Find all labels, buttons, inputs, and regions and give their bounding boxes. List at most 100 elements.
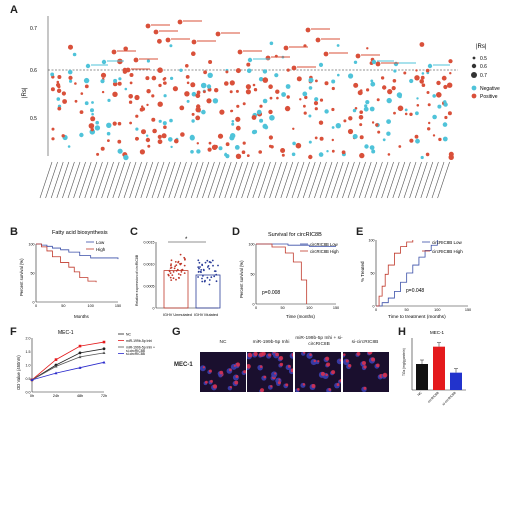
panel-a-pathway-label — [45, 161, 58, 199]
panel-a-dot — [200, 82, 207, 89]
panel-a-dot — [442, 122, 448, 127]
panel-a-dot — [186, 81, 190, 85]
panel-g-lipid — [278, 378, 281, 381]
panel-a-dot — [91, 112, 94, 116]
panel-g-lipid — [268, 353, 272, 357]
panel-c-point — [197, 259, 200, 262]
panel-c-point — [180, 262, 183, 265]
panel-a-dot — [264, 125, 269, 130]
panel-a-pathway-label — [420, 161, 434, 199]
panel-f-ytick: 1.5 — [26, 350, 31, 354]
panel-a-dot — [163, 94, 167, 98]
panel-a-dot — [269, 115, 275, 121]
panel-a-pathway-label — [286, 161, 299, 199]
panel-g-micrograph-0 — [199, 352, 247, 392]
panel-a-dot-high — [247, 57, 253, 63]
panel-a-dot — [269, 96, 273, 100]
panel-a-pathway-label — [101, 161, 114, 199]
panel-c-point — [200, 271, 202, 274]
panel-b-ytick: 50 — [31, 271, 35, 275]
panel-c-point — [169, 276, 172, 279]
panel-g-lipid — [259, 365, 263, 368]
panel-a-dot — [157, 67, 163, 73]
panel-a-dot — [382, 138, 386, 142]
panel-f-point — [102, 340, 106, 344]
panel-a-pathway-label — [151, 161, 165, 199]
panel-g-lipid — [246, 364, 251, 369]
panel-c-ytick: 0 — [153, 306, 155, 310]
panel-g-nucleus — [226, 368, 233, 374]
panel-a-dot — [357, 90, 363, 96]
panel-a-dot — [235, 116, 241, 122]
panel-g-lipid — [274, 372, 277, 375]
panel-a-dot — [371, 121, 375, 124]
panel-a-dot — [195, 115, 201, 121]
panel-a-dot — [206, 98, 212, 104]
panel-a-pathway-label — [50, 161, 64, 199]
panel-c-point — [215, 273, 218, 276]
panel-a-dot — [448, 59, 453, 64]
panel-a-dot — [158, 83, 162, 88]
panel-f-point — [78, 355, 82, 359]
panel-a-dot — [268, 84, 273, 89]
panel-a-dot — [231, 122, 235, 126]
panel-a-dot — [236, 104, 240, 108]
panel-c-point — [206, 276, 209, 279]
panel-g-lipid — [367, 349, 373, 355]
panel-a-dot — [331, 107, 335, 112]
panel-f-series-0 — [31, 348, 105, 381]
panel-a-dot — [353, 60, 358, 64]
panel-f-point — [30, 378, 34, 382]
panel-a-dot — [88, 123, 95, 129]
panel-a-dot — [117, 81, 122, 86]
panel-a-dot — [296, 76, 302, 82]
panel-c-bar-0 — [163, 270, 189, 309]
panel-a-dot — [427, 127, 431, 131]
panel-f-series-1 — [31, 341, 105, 381]
panel-a-dot — [276, 96, 279, 100]
panel-g-lipid — [263, 375, 267, 379]
panel-a-dot — [432, 94, 437, 98]
panel-d-title: Survival for circRIC8B — [268, 232, 322, 238]
panel-a-dot — [94, 125, 101, 131]
panel-a-dot — [191, 51, 196, 56]
panel-a-pathway-label — [112, 161, 126, 199]
panel-a-dot — [449, 72, 452, 75]
panel-a-dot — [107, 139, 110, 143]
panel-g-lipid — [208, 369, 212, 373]
panel-a-dot — [369, 145, 375, 151]
panel-a-dot — [141, 129, 146, 135]
panel-g-lipid — [204, 380, 208, 384]
panel-a-dot — [151, 117, 156, 122]
panel-a-dot — [436, 80, 441, 86]
panel-a-pathway-label — [269, 161, 282, 199]
panel-a-dot — [414, 75, 420, 81]
panel-a-dot — [308, 114, 312, 118]
panel-e-legend-low: circRIC8B Low — [432, 240, 463, 245]
panel-a-dot — [299, 98, 302, 101]
panel-a-dot — [420, 155, 424, 160]
panel-d-xtick: 0 — [255, 306, 257, 310]
panel-c-point — [179, 253, 182, 256]
panel-a-dot — [425, 152, 430, 157]
panel-g-lipid — [343, 353, 346, 356]
panel-a-dot — [246, 68, 252, 74]
panel-g-col-0: NC — [219, 340, 227, 345]
panel-g-lipid — [345, 359, 349, 363]
panel-a-dot — [83, 77, 90, 84]
panel-e-pvalue: p=0.048 — [406, 288, 424, 294]
panel-a-dot — [74, 99, 78, 103]
panel-f-legend-label: miR-199b-5p Inhi — [126, 339, 152, 343]
panel-b-xtick: 50 — [61, 304, 65, 308]
panel-a-pathway-label — [347, 161, 361, 199]
panel-a-dot — [214, 144, 218, 149]
panel-a-dot — [225, 142, 230, 147]
panel-e-xtick: 150 — [465, 308, 471, 312]
panel-a-dot — [191, 91, 197, 97]
panel-c-point — [184, 258, 186, 260]
panel-e-treatment-chart: % Treated Time to treatment (months) 100… — [360, 238, 471, 320]
panel-a-dot — [206, 84, 212, 89]
panel-g-lipid — [243, 370, 247, 374]
panel-c-ytick: 0.0005 — [144, 284, 155, 288]
panel-a-dot — [146, 59, 150, 63]
